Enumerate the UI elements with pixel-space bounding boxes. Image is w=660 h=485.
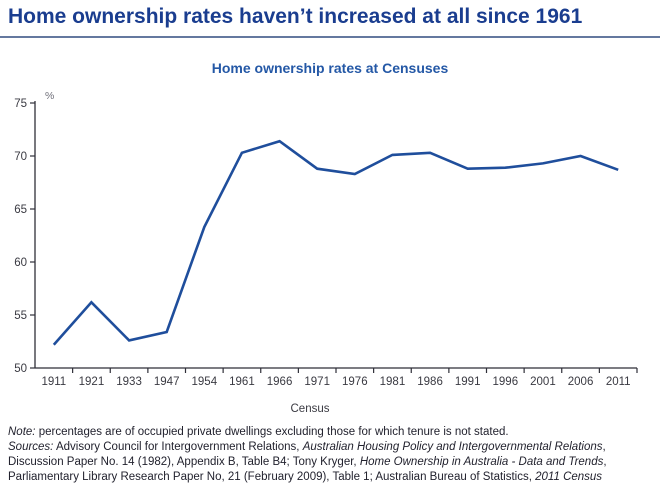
x-tick-label: 1991 xyxy=(455,376,481,388)
x-tick-label: 1971 xyxy=(304,376,330,388)
x-tick-label: 1961 xyxy=(229,376,255,388)
footnote-sources-segment: , Parliamentary Library Research Paper N… xyxy=(8,456,607,483)
x-axis-title: Census xyxy=(291,403,330,415)
y-tick-label: 75 xyxy=(14,98,27,110)
footnote-sources-segment: Advisory Council for Intergovernment Rel… xyxy=(53,441,303,453)
x-tick-label: 2001 xyxy=(530,376,556,388)
footnote-sources-italic-segment: Sources: xyxy=(8,441,54,453)
x-tick-label: 1966 xyxy=(267,376,293,388)
y-tick-label: 55 xyxy=(14,310,27,322)
x-tick-label: 1921 xyxy=(79,376,105,388)
footnote-note-segment: percentages are of occupied private dwel… xyxy=(35,426,509,438)
y-tick-label: 65 xyxy=(14,204,27,216)
x-tick-label: 1954 xyxy=(192,376,218,388)
title-divider xyxy=(0,36,660,38)
x-tick-label: 1976 xyxy=(342,376,368,388)
x-tick-label: 2011 xyxy=(606,376,631,388)
x-tick-label: 1933 xyxy=(116,376,142,388)
x-tick-label: 1996 xyxy=(493,376,519,388)
y-tick-label: 50 xyxy=(14,363,27,375)
y-axis-unit-label: % xyxy=(45,90,54,102)
footnote-note-italic-segment: Note: xyxy=(8,426,36,438)
x-tick-label: 1911 xyxy=(41,376,66,388)
footnotes: Note: percentages are of occupied privat… xyxy=(8,425,652,485)
footnote-sources-italic-segment: Australian Housing Policy and Intergover… xyxy=(302,441,603,453)
footnote-sources-italic-segment: Home Ownership in Australia - Data and T… xyxy=(359,456,604,468)
footnote-note: Note: percentages are of occupied privat… xyxy=(8,425,652,440)
chart-title: Home ownership rates at Censuses xyxy=(211,60,449,76)
footnote-sources-segment: , Discussion Paper No. 14 (1982), Append… xyxy=(8,441,606,468)
x-tick-label: 1981 xyxy=(380,376,406,388)
x-tick-label: 1986 xyxy=(417,376,443,388)
footnote-sources-italic-segment: 2011 Census Quickstats xyxy=(535,471,603,483)
page-title: Home ownership rates haven’t increased a… xyxy=(8,5,583,28)
y-tick-label: 60 xyxy=(14,257,27,269)
y-tick-label: 70 xyxy=(14,151,27,163)
footnote-sources: Sources: Advisory Council for Intergover… xyxy=(8,440,652,485)
x-tick-label: 1947 xyxy=(154,376,180,388)
x-tick-label: 2006 xyxy=(568,376,594,388)
ownership-rate-line xyxy=(52,139,619,346)
